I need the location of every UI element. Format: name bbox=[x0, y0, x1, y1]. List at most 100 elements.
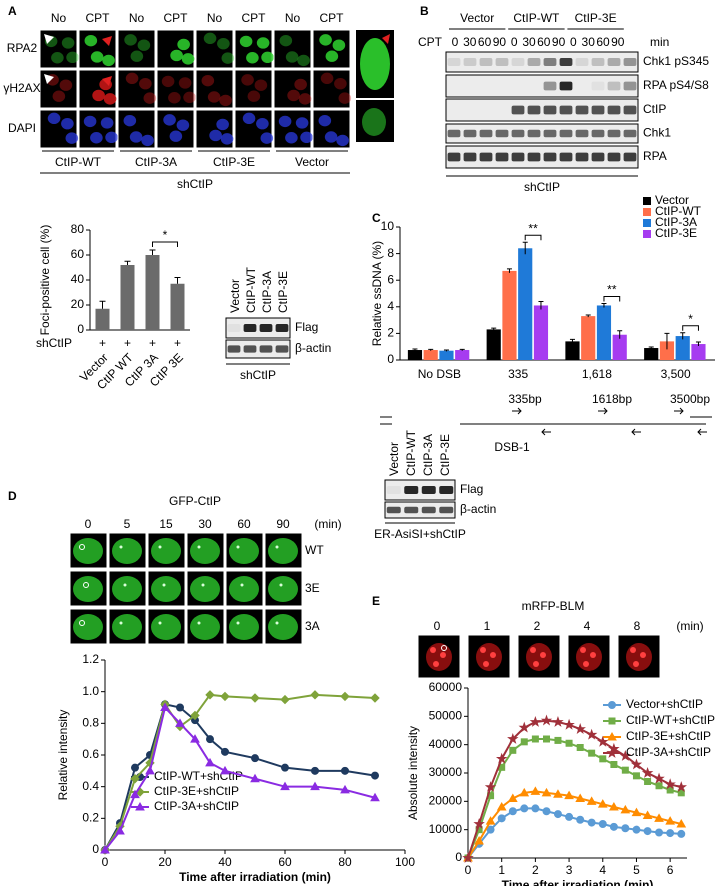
row-mark: + bbox=[174, 336, 181, 350]
condition-label: ER-AsiSI+shCtIP bbox=[374, 527, 466, 541]
marker bbox=[666, 786, 674, 794]
focus bbox=[433, 661, 439, 667]
error-bar bbox=[428, 348, 434, 351]
nucleus bbox=[66, 51, 79, 64]
marker bbox=[497, 814, 506, 823]
marker bbox=[205, 690, 215, 700]
dsb-diagram bbox=[380, 407, 712, 436]
band bbox=[495, 129, 509, 138]
marker bbox=[507, 732, 519, 744]
marker bbox=[340, 784, 350, 794]
y-tick-label: 30000 bbox=[429, 765, 463, 779]
marker bbox=[474, 835, 484, 845]
marker bbox=[371, 771, 379, 780]
y-tick-label: 0.6 bbox=[82, 747, 99, 761]
nucleus bbox=[268, 576, 298, 602]
band bbox=[607, 81, 621, 91]
marker bbox=[485, 816, 496, 825]
band bbox=[591, 129, 605, 138]
marker bbox=[190, 710, 200, 721]
blot bbox=[225, 339, 291, 359]
focus bbox=[158, 545, 162, 549]
error-bar bbox=[412, 348, 418, 352]
marker bbox=[280, 694, 290, 705]
arrowhead bbox=[382, 34, 390, 44]
marker bbox=[599, 755, 607, 763]
band bbox=[607, 152, 621, 162]
nucleus bbox=[61, 37, 75, 49]
nucleus bbox=[123, 114, 137, 127]
y-axis-label: Relative ssDNA (%) bbox=[370, 241, 384, 346]
row-label: RPA2 bbox=[7, 41, 38, 55]
focus bbox=[533, 661, 539, 667]
group-label: CtIP-3A bbox=[135, 155, 177, 169]
marker bbox=[220, 691, 230, 702]
band bbox=[559, 152, 573, 162]
marker bbox=[608, 742, 620, 754]
bar bbox=[95, 308, 110, 330]
error-bar bbox=[680, 332, 686, 340]
nucleus bbox=[151, 576, 181, 602]
nucleus bbox=[318, 114, 332, 127]
bar bbox=[439, 350, 454, 360]
bar bbox=[533, 305, 549, 360]
focus bbox=[440, 652, 446, 658]
nucleus bbox=[221, 52, 235, 64]
marker bbox=[531, 804, 540, 813]
bar bbox=[502, 270, 517, 360]
band bbox=[543, 81, 557, 91]
y-tick-label: 0.8 bbox=[82, 716, 99, 730]
legend-swatch bbox=[643, 219, 651, 227]
nucleus bbox=[181, 53, 195, 65]
nucleus bbox=[103, 93, 117, 105]
marker bbox=[100, 844, 110, 854]
focus bbox=[580, 647, 586, 653]
nucleus bbox=[246, 52, 259, 64]
band bbox=[575, 58, 589, 66]
marker bbox=[642, 810, 653, 819]
lane-label: CtIP-WT bbox=[244, 266, 258, 313]
marker bbox=[311, 766, 319, 775]
lane-label: CtIP-3E bbox=[438, 434, 452, 476]
bar bbox=[120, 265, 135, 330]
band bbox=[543, 129, 557, 138]
marker bbox=[677, 829, 686, 838]
band bbox=[479, 58, 493, 66]
nucleus bbox=[112, 614, 142, 640]
legend-swatch bbox=[643, 197, 651, 205]
treatment-label: CPT bbox=[418, 35, 443, 49]
time-label: 4 bbox=[584, 619, 591, 633]
y-tick-label: 0 bbox=[455, 850, 462, 864]
marker bbox=[486, 825, 495, 834]
significance-bracket bbox=[524, 234, 542, 241]
band bbox=[275, 345, 289, 353]
nucleus bbox=[151, 538, 181, 564]
focus bbox=[279, 583, 283, 587]
time-label: 60 bbox=[237, 517, 251, 531]
bar bbox=[581, 316, 596, 360]
micrograph bbox=[156, 109, 195, 149]
band-label: RPA pS4/S8 bbox=[643, 78, 709, 92]
error-bar bbox=[569, 338, 575, 344]
nucleus bbox=[207, 91, 221, 103]
nucleus bbox=[256, 37, 270, 49]
nucleus bbox=[83, 115, 97, 128]
marker bbox=[609, 801, 619, 811]
marker bbox=[598, 820, 607, 828]
band bbox=[575, 152, 589, 162]
band bbox=[404, 506, 419, 514]
band bbox=[527, 152, 541, 162]
micrograph bbox=[312, 29, 351, 69]
time-label: 30 bbox=[582, 35, 596, 49]
x-tick-label: 60 bbox=[278, 855, 292, 869]
bar bbox=[407, 350, 423, 360]
primer-arrow bbox=[674, 407, 684, 415]
band bbox=[623, 152, 637, 162]
band bbox=[439, 506, 454, 514]
y-tick-label: 10 bbox=[381, 219, 395, 233]
error-bar bbox=[695, 341, 701, 347]
panel-label: B bbox=[420, 4, 429, 18]
y-tick-label: 50000 bbox=[429, 709, 463, 723]
marker bbox=[610, 761, 618, 768]
nucleus bbox=[261, 51, 274, 64]
